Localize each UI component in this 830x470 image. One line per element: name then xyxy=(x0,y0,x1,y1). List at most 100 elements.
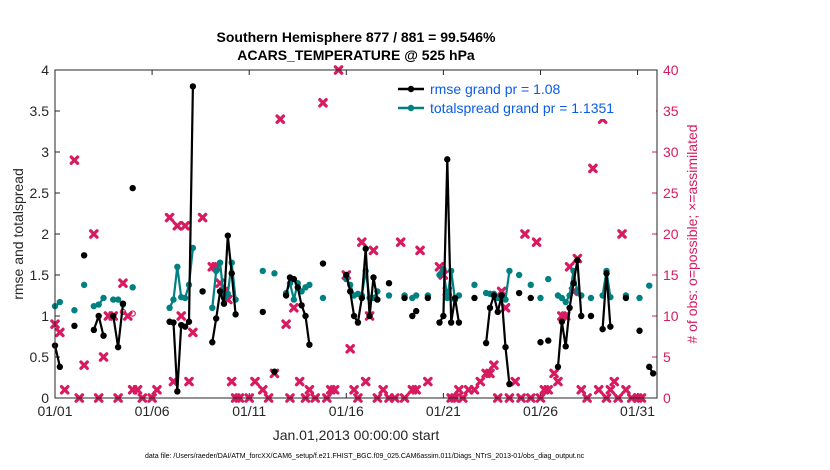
obs-assimilated-marker xyxy=(118,278,128,288)
totalspread-point xyxy=(436,271,443,279)
obs-assimilated-marker xyxy=(489,360,499,370)
y2-axis-label: # of obs: o=possible; ×=assimilated xyxy=(684,124,700,343)
obs-assimilated-marker xyxy=(188,327,198,338)
totalspread-point xyxy=(306,281,313,289)
rmse-point xyxy=(444,156,451,163)
rmse-point xyxy=(440,312,447,320)
rmse-point xyxy=(90,326,98,334)
series-layer xyxy=(51,83,657,395)
y-tick-label: 3 xyxy=(41,144,49,160)
totalspread-point xyxy=(515,271,523,279)
obs-assimilated-marker xyxy=(510,376,521,387)
y-tick-label: 2.5 xyxy=(30,185,50,201)
obs-possible-marker xyxy=(129,310,136,317)
x-axis-label: Jan.01,2013 00:00:00 start xyxy=(273,427,440,443)
totalspread-point xyxy=(114,296,122,303)
rmse-point xyxy=(110,312,117,320)
rmse-point xyxy=(515,289,523,297)
rmse-point xyxy=(319,260,327,267)
obs-assimilated-marker xyxy=(289,303,299,313)
obs-assimilated-marker xyxy=(329,385,340,395)
rmse-point xyxy=(290,275,298,283)
rmse-point xyxy=(374,296,381,303)
y-tick-label: 0 xyxy=(41,390,49,406)
totalspread-point xyxy=(166,304,173,311)
obs-assimilated-marker xyxy=(318,98,328,108)
rmse-point xyxy=(354,319,362,326)
rmse-point xyxy=(358,294,366,302)
totalspread-point xyxy=(100,294,107,302)
obs-assimilated-marker xyxy=(605,385,616,395)
x-tick-label: 01/26 xyxy=(523,403,558,419)
rmse-point xyxy=(220,300,228,307)
rmse-point xyxy=(436,319,443,326)
chart-title-line-2: ACARS_TEMPERATURE @ 525 hPa xyxy=(237,47,475,63)
rmse-point xyxy=(451,294,459,302)
obs-assimilated-marker xyxy=(549,368,559,379)
totalspread-point xyxy=(506,267,513,275)
y2-tick-label: 25 xyxy=(663,185,679,201)
rmse-point xyxy=(603,270,610,277)
rmse-point xyxy=(174,388,181,395)
rmse-point xyxy=(502,343,509,351)
rmse-point xyxy=(271,368,278,375)
totalspread-point xyxy=(636,294,643,302)
rmse-point xyxy=(129,184,136,192)
obs-assimilated-marker xyxy=(152,385,162,395)
rmse-point xyxy=(224,232,232,239)
rmse-point xyxy=(455,319,463,326)
y-tick-label: 0.5 xyxy=(30,349,50,365)
rmse-point xyxy=(486,304,494,311)
y-tick-label: 2 xyxy=(41,226,49,242)
data-file-footnote: data file: /Users/raeder/DAI/ATM_forcXX/… xyxy=(145,453,585,460)
totalspread-point xyxy=(290,296,298,303)
legend-spread-label: totalspread grand pr = 1.1351 xyxy=(430,100,614,116)
totalspread-point xyxy=(56,298,64,306)
x-tick-label: 01/11 xyxy=(232,403,266,419)
obs-assimilated-marker xyxy=(250,376,260,387)
rmse-point xyxy=(570,280,577,287)
totalspread-point xyxy=(129,284,136,291)
obs-assimilated-marker xyxy=(172,221,183,231)
obs-assimilated-marker xyxy=(349,385,359,395)
obs-assimilated-marker xyxy=(184,376,194,387)
obs-assimilated-marker xyxy=(423,376,433,387)
rmse-point xyxy=(346,288,354,295)
rmse-point xyxy=(424,294,432,302)
obs-assimilated-marker xyxy=(475,376,486,387)
totalspread-point xyxy=(209,304,216,311)
totalspread-point xyxy=(527,281,534,289)
rmse-point xyxy=(362,245,369,252)
totalspread-point xyxy=(646,282,653,289)
rmse-point xyxy=(95,312,102,320)
legend-spread-marker xyxy=(407,104,415,112)
rmse-point xyxy=(537,339,544,346)
totalspread-point xyxy=(537,294,544,302)
rmse-point xyxy=(80,252,88,259)
rmse-point xyxy=(490,292,498,299)
rmse-point xyxy=(385,280,393,287)
legend-rmse-label: rmse grand pr = 1.08 xyxy=(430,81,561,97)
rmse-point xyxy=(306,341,313,348)
totalspread-point xyxy=(224,290,232,298)
obs-assimilated-marker xyxy=(485,368,495,379)
y-tick-label: 1 xyxy=(41,308,49,324)
obs-assimilated-marker xyxy=(411,385,421,395)
rmse-point xyxy=(209,339,216,346)
rmse-point xyxy=(558,318,566,325)
obs-assimilated-marker xyxy=(617,229,627,239)
obs-assimilated-marker xyxy=(345,344,355,354)
rmse-point xyxy=(587,312,595,320)
rmse-point xyxy=(649,370,657,377)
totalspread-point xyxy=(95,301,102,308)
obs-assimilated-marker xyxy=(176,311,187,321)
totalspread-point xyxy=(174,263,181,270)
rmse-point xyxy=(607,323,614,330)
obs-assimilated-marker xyxy=(553,376,563,387)
obs-assimilated-marker xyxy=(588,163,598,174)
totalspread-point xyxy=(562,298,569,306)
y2-tick-label: 40 xyxy=(663,62,679,78)
rmse-point xyxy=(294,284,301,291)
obs-assimilated-marker xyxy=(621,385,631,395)
